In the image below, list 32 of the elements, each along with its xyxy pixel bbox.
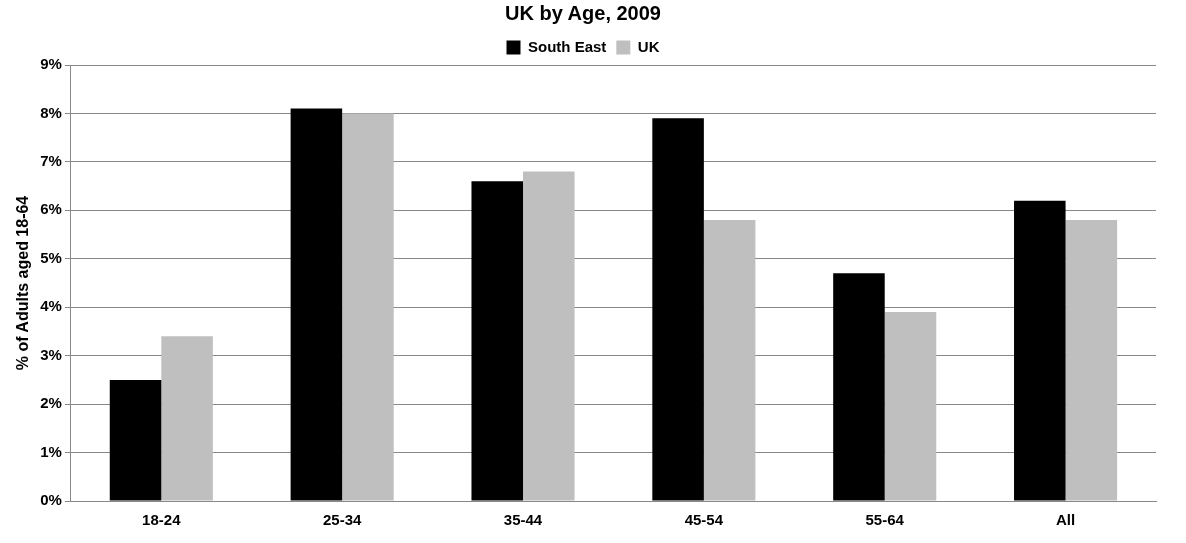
y-tick-label: 8% xyxy=(40,103,62,121)
legend-label: UK xyxy=(637,37,660,55)
y-tick-label: 9% xyxy=(40,55,62,73)
x-tick-label: 18-24 xyxy=(142,511,182,529)
x-tick-label: 25-34 xyxy=(322,511,362,529)
x-tick-label: 35-44 xyxy=(503,511,543,529)
x-tick-label: 55-64 xyxy=(865,511,905,529)
bar xyxy=(523,171,575,501)
bar xyxy=(884,312,937,501)
bar xyxy=(833,273,885,501)
bar xyxy=(471,181,524,501)
bar xyxy=(1014,200,1066,501)
y-tick-label: 5% xyxy=(40,248,62,266)
x-tick-label: 45-54 xyxy=(684,511,724,529)
y-tick-label: 6% xyxy=(40,200,62,218)
bar xyxy=(703,220,756,501)
bar xyxy=(290,108,343,501)
y-axis-title: % of Adults aged 18-64 xyxy=(14,195,32,371)
bar xyxy=(109,379,162,501)
legend-label: South East xyxy=(528,37,607,55)
bar xyxy=(652,118,704,501)
bar xyxy=(342,113,394,501)
y-tick-label: 4% xyxy=(40,297,62,315)
y-tick-label: 3% xyxy=(40,345,62,363)
y-tick-label: 0% xyxy=(40,491,62,509)
y-tick-label: 2% xyxy=(40,394,62,412)
bar xyxy=(1065,220,1118,501)
chart-title: UK by Age, 2009 xyxy=(505,1,661,24)
x-tick-label: All xyxy=(1055,511,1076,529)
bar xyxy=(161,336,213,501)
y-tick-label: 1% xyxy=(40,442,62,460)
y-tick-label: 7% xyxy=(40,152,62,170)
